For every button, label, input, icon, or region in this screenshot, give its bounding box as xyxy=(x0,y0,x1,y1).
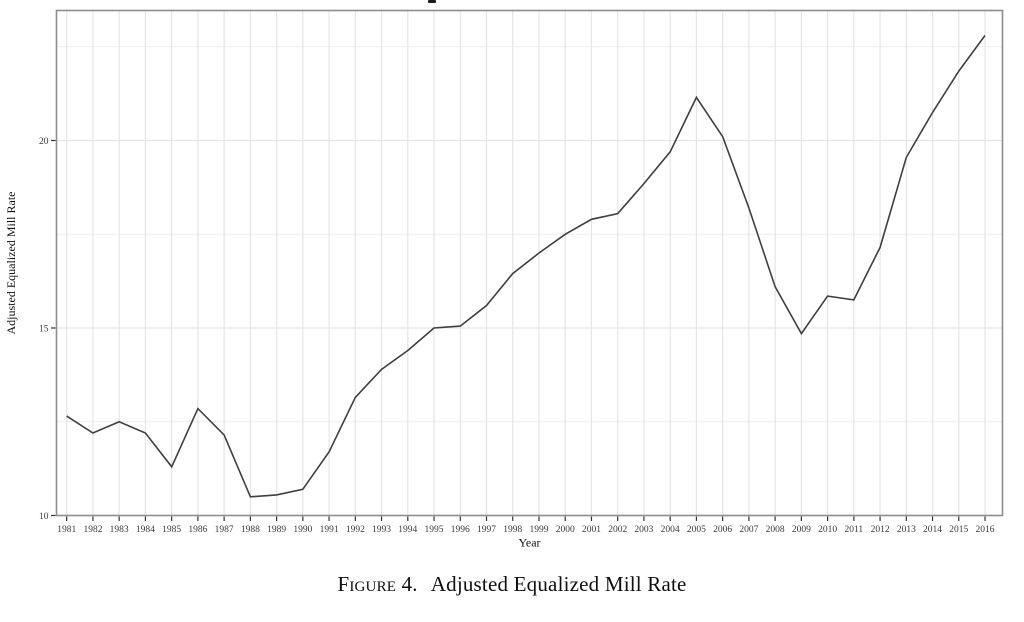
y-axis: 10 15 20 xyxy=(39,137,56,522)
x-tick-label: 1984 xyxy=(136,525,155,535)
x-tick-label: 1999 xyxy=(529,525,548,535)
x-axis: 1981 1982 1983 1984 1985 1986 1987 1988 1989 1990… xyxy=(57,516,995,535)
x-tick-label: 2007 xyxy=(739,525,758,535)
mill-rate-chart-svg: 1981 1982 1983 1984 1985 1986 1987 1988 1989 1990… xyxy=(4,9,1004,550)
mill-rate-chart: 1981 1982 1983 1984 1985 1986 1987 1988 1989 1990… xyxy=(4,9,1004,550)
x-tick-label: 2002 xyxy=(608,525,627,535)
x-tick-label: 1989 xyxy=(267,525,286,535)
figure-caption-label: Figure 4. xyxy=(337,572,418,596)
x-tick-label: 2015 xyxy=(949,525,968,535)
gridlines-minor xyxy=(56,46,1003,423)
x-tick-label: 2000 xyxy=(556,525,575,535)
x-tick-label: 1990 xyxy=(293,525,312,535)
figure-caption: Figure 4. Adjusted Equalized Mill Rate xyxy=(0,572,1024,597)
x-axis-title: Year xyxy=(518,536,540,550)
y-tick-label: 20 xyxy=(39,137,49,147)
x-tick-label: 1993 xyxy=(372,525,391,535)
x-tick-label: 2003 xyxy=(634,525,653,535)
x-tick-label: 1991 xyxy=(320,525,339,535)
x-tick-label: 1983 xyxy=(110,525,129,535)
x-tick-label: 2005 xyxy=(687,525,706,535)
x-tick-label: 1994 xyxy=(398,525,417,535)
gridlines-major-y xyxy=(56,139,1003,329)
x-tick-label: 2013 xyxy=(897,525,916,535)
x-tick-label: 2008 xyxy=(766,525,785,535)
y-tick-label: 15 xyxy=(39,325,49,335)
x-tick-label: 1986 xyxy=(188,525,207,535)
x-tick-label: 1982 xyxy=(83,525,102,535)
x-tick-label: 1981 xyxy=(57,525,76,535)
y-tick-label: 10 xyxy=(39,512,49,522)
x-tick-label: 2006 xyxy=(713,525,732,535)
x-tick-label: 2009 xyxy=(792,525,811,535)
x-tick-label: 2004 xyxy=(661,525,680,535)
x-tick-label: 1988 xyxy=(241,525,260,535)
x-tick-label: 1995 xyxy=(425,525,444,535)
x-tick-label: 2014 xyxy=(923,525,942,535)
x-tick-label: 2001 xyxy=(582,525,601,535)
x-tick-label: 1998 xyxy=(503,525,522,535)
y-axis-title: Adjusted Equalized Mill Rate xyxy=(4,192,18,335)
x-tick-label: 2010 xyxy=(818,525,837,535)
x-tick-label: 1997 xyxy=(477,525,496,535)
figure-caption-title: Adjusted Equalized Mill Rate xyxy=(430,572,687,596)
x-tick-label: 1987 xyxy=(215,525,234,535)
x-tick-label: 1985 xyxy=(162,525,181,535)
x-tick-label: 2012 xyxy=(871,525,890,535)
panel-border xyxy=(55,9,1004,517)
x-tick-label: 2016 xyxy=(976,525,995,535)
plot-panel xyxy=(56,10,1003,516)
gridlines-major-x xyxy=(66,10,986,516)
x-tick-label: 1996 xyxy=(451,525,470,535)
cropped-title-fragment xyxy=(428,0,436,3)
mill-rate-line xyxy=(66,35,986,498)
x-tick-label: 2011 xyxy=(845,525,864,535)
x-tick-label: 1992 xyxy=(346,525,365,535)
